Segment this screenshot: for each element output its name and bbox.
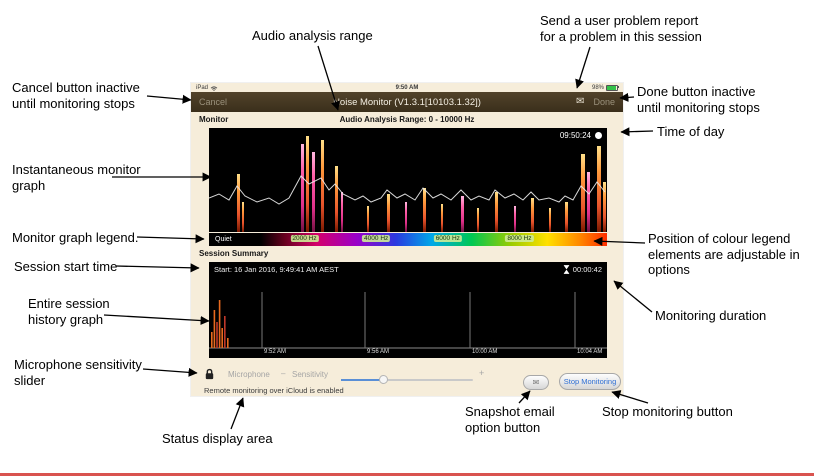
axis-tick-4: 10:04 AM [577,349,603,355]
time-of-day: 09:50:24 [559,131,591,140]
sensitivity-slider-knob[interactable] [379,375,388,384]
arrow-mic-slider [142,367,198,377]
sensitivity-label: Sensitivity [292,370,329,379]
sensitivity-slider[interactable] [341,375,473,384]
arrow-cancel [146,94,192,104]
annotation-graph-legend: Monitor graph legend. [12,230,139,245]
session-start-time: Start: 16 Jan 2016, 9:49:41 AM AEST [214,265,339,274]
annotation-cancel-inactive: Cancel button inactive until monitoring … [12,80,140,111]
legend-tick-8000[interactable]: 8000 Hz [505,235,534,242]
annotation-time-of-day: Time of day [657,124,725,139]
sensitivity-plus[interactable]: + [479,368,485,378]
battery-icon [606,84,619,91]
microphone-level-indicator: – [281,369,286,378]
annotation-legend-position: Position of colour legend elements are a… [648,231,800,278]
session-history-graph: Start: 16 Jan 2016, 9:49:41 AM AEST 00:0… [209,262,607,358]
bottom-rule [0,473,814,476]
snapshot-email-button[interactable]: ✉ [523,375,549,390]
app-screenshot: iPad 9:50 AM 98% Cancel Noise Monitor (V… [191,83,623,396]
battery-percent: 98% [591,84,604,91]
annotation-audio-range: Audio analysis range [252,28,373,43]
monitor-header: Monitor Audio Analysis Range: 0 - 10000 … [191,112,623,128]
annotation-monitoring-duration: Monitoring duration [655,308,767,323]
microphone-label: Microphone [228,370,270,379]
arrow-session-start [115,263,200,273]
history-plot [209,292,607,349]
legend-quiet-label: Quiet [215,235,232,243]
annotation-snapshot-email: Snapshot email option button [465,404,555,435]
annotation-stop-button: Stop monitoring button [602,404,733,419]
annotation-done-inactive: Done button inactive until monitoring st… [637,84,760,115]
spectrum-plot [209,136,606,232]
done-button[interactable]: Done [593,97,615,107]
arrow-time-of-day [620,127,654,137]
annotation-status-area: Status display area [162,431,273,446]
problem-report-icon[interactable]: ✉ [576,96,585,107]
envelope-icon: ✉ [532,378,540,387]
wifi-icon [210,85,218,91]
annotation-instantaneous-graph: Instantaneous monitor graph [12,162,141,193]
axis-tick-3: 10:00 AM [472,349,498,355]
record-indicator-icon [595,132,602,139]
ios-status-bar: iPad 9:50 AM 98% [191,83,623,92]
status-bar-time: 9:50 AM [395,84,419,91]
axis-tick-2: 9:56 AM [367,349,390,355]
annotation-session-start: Session start time [14,259,118,274]
arrow-status-area [230,397,245,430]
legend-tick-4000[interactable]: 4000 Hz [362,235,391,242]
monitor-graph-legend[interactable]: Quiet 2000 Hz 4000 Hz 6000 Hz 8000 Hz [209,233,607,246]
cancel-button[interactable]: Cancel [199,97,228,107]
stop-monitoring-button[interactable]: Stop Monitoring [559,373,621,390]
axis-tick-1: 9:52 AM [264,349,287,355]
arrow-problem-report [575,46,591,89]
nav-title: Noise Monitor (V1.3.1[10103.1.32]) [333,96,481,108]
audio-analysis-range: Audio Analysis Range: 0 - 10000 Hz [339,115,475,124]
legend-tick-6000[interactable]: 6000 Hz [433,235,462,242]
monitoring-duration: 00:00:42 [572,265,602,274]
nav-bar: Cancel Noise Monitor (V1.3.1[10103.1.32]… [191,92,623,112]
lock-icon[interactable] [204,368,215,380]
legend-tick-2000[interactable]: 2000 Hz [290,235,319,242]
status-display-area: Remote monitoring over iCloud is enabled [204,386,344,395]
session-summary-header: Session Summary [199,249,269,258]
annotation-history-graph: Entire session history graph [28,296,110,327]
device-label: iPad [196,84,209,91]
annotation-problem-report: Send a user problem report for a problem… [540,13,702,44]
annotation-mic-slider: Microphone sensitivity slider [14,357,142,388]
hourglass-icon [563,265,569,274]
monitor-label: Monitor [199,115,229,124]
monitor-graph: 09:50:24 [209,128,607,232]
